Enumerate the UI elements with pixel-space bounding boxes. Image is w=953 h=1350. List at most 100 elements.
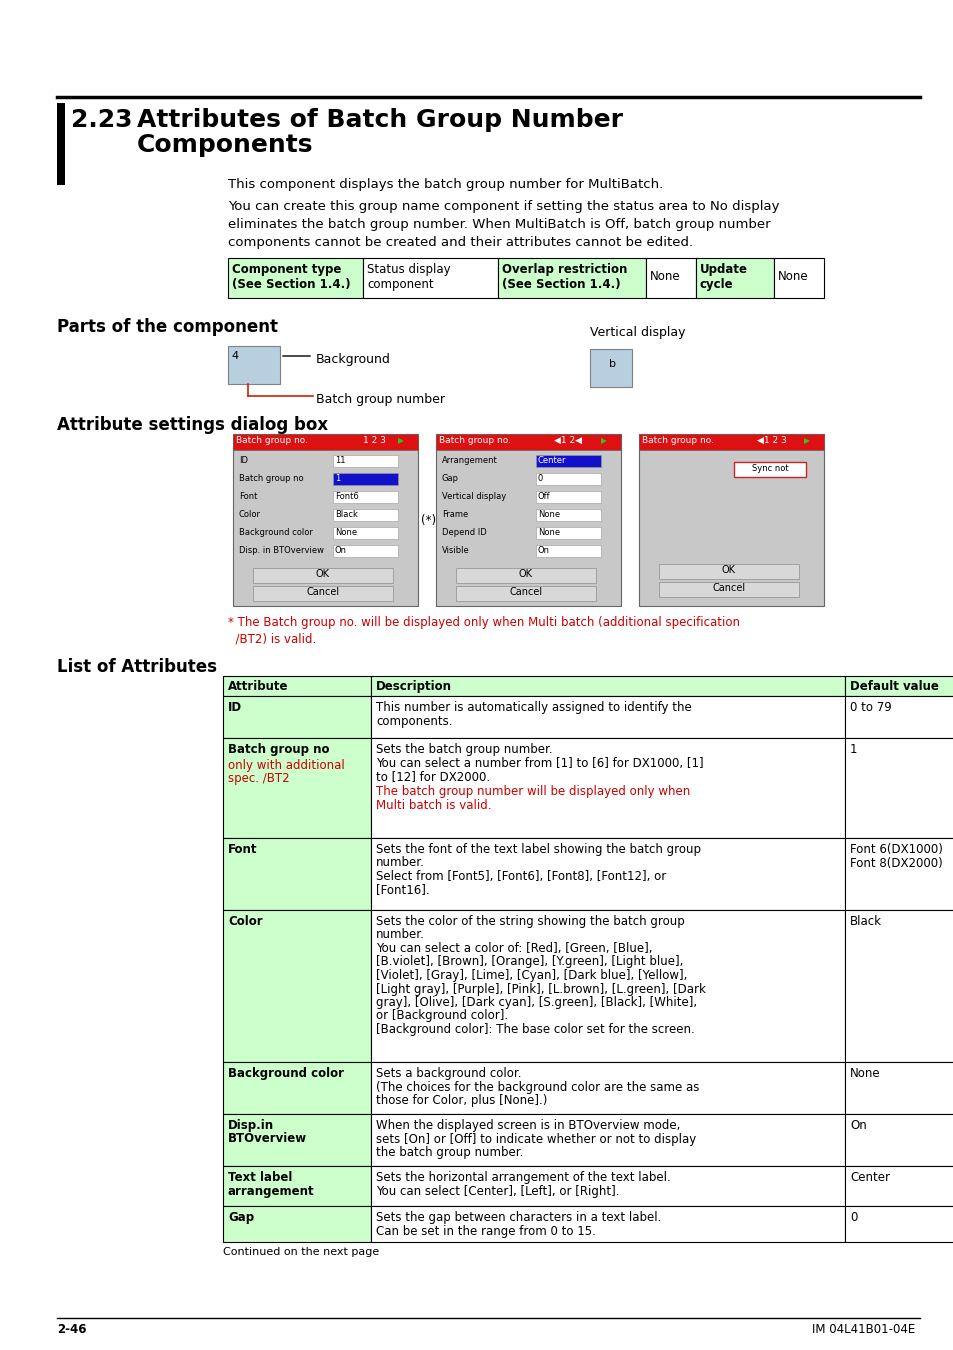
- Text: On: On: [537, 545, 550, 555]
- Text: Components: Components: [137, 134, 314, 157]
- Text: 0 to 79: 0 to 79: [849, 701, 891, 714]
- Text: components cannot be created and their attributes cannot be edited.: components cannot be created and their a…: [228, 236, 693, 248]
- Text: 11: 11: [335, 456, 345, 464]
- Bar: [233, 433, 417, 606]
- Text: None: None: [649, 270, 679, 284]
- Bar: [223, 676, 371, 697]
- Text: eliminates the batch group number. When MultiBatch is Off, batch group number: eliminates the batch group number. When …: [228, 217, 770, 231]
- Text: [Background color]: The base color set for the screen.: [Background color]: The base color set f…: [375, 1023, 694, 1035]
- Text: [Violet], [Gray], [Lime], [Cyan], [Dark blue], [Yellow],: [Violet], [Gray], [Lime], [Cyan], [Dark …: [375, 969, 687, 981]
- Text: ◀1 2 3: ◀1 2 3: [757, 436, 786, 446]
- Bar: [536, 455, 600, 467]
- Text: OK: OK: [315, 568, 330, 579]
- Text: Color: Color: [239, 510, 261, 518]
- Bar: [844, 1166, 953, 1206]
- Bar: [844, 738, 953, 838]
- Text: Attribute: Attribute: [228, 680, 288, 693]
- Text: ▶: ▶: [600, 436, 606, 446]
- Text: Batch group no.: Batch group no.: [641, 436, 713, 446]
- Bar: [371, 1114, 844, 1166]
- Text: Font 8(DX2000): Font 8(DX2000): [849, 856, 942, 869]
- Text: Depend ID: Depend ID: [441, 528, 486, 537]
- Text: Frame: Frame: [441, 510, 468, 518]
- Text: Parts of the component: Parts of the component: [57, 319, 277, 336]
- Text: Status display: Status display: [367, 263, 450, 275]
- Text: only with additional: only with additional: [228, 759, 344, 771]
- Text: (The choices for the background color are the same as: (The choices for the background color ar…: [375, 1080, 699, 1094]
- Bar: [228, 346, 280, 383]
- Text: ▶: ▶: [803, 436, 809, 446]
- Bar: [456, 568, 596, 583]
- Bar: [844, 1114, 953, 1166]
- Text: Sets a background color.: Sets a background color.: [375, 1066, 521, 1080]
- Bar: [589, 350, 631, 387]
- Bar: [333, 509, 397, 521]
- Text: None: None: [537, 510, 559, 518]
- Bar: [696, 258, 773, 298]
- Bar: [844, 1062, 953, 1114]
- Text: Center: Center: [537, 456, 566, 464]
- Text: Background color: Background color: [239, 528, 313, 537]
- Bar: [371, 738, 844, 838]
- Text: BTOverview: BTOverview: [228, 1133, 307, 1146]
- Text: OK: OK: [721, 566, 735, 575]
- Text: (See Section 1.4.): (See Section 1.4.): [232, 278, 351, 292]
- Bar: [223, 910, 371, 1062]
- Text: Batch group number: Batch group number: [315, 393, 444, 406]
- Bar: [844, 910, 953, 1062]
- Text: [Font16].: [Font16].: [375, 883, 429, 896]
- Text: Sync not: Sync not: [751, 464, 787, 472]
- Text: Batch group no.: Batch group no.: [438, 436, 511, 446]
- Text: Component type: Component type: [232, 263, 341, 275]
- Text: The batch group number will be displayed only when: The batch group number will be displayed…: [375, 786, 690, 798]
- Text: Font 6(DX1000): Font 6(DX1000): [849, 842, 942, 856]
- Text: Can be set in the range from 0 to 15.: Can be set in the range from 0 to 15.: [375, 1224, 596, 1238]
- Bar: [333, 491, 397, 504]
- Bar: [844, 838, 953, 910]
- Text: Sets the font of the text label showing the batch group: Sets the font of the text label showing …: [375, 842, 700, 856]
- Bar: [253, 586, 393, 601]
- Text: None: None: [537, 528, 559, 537]
- Bar: [223, 838, 371, 910]
- Text: 2.23: 2.23: [71, 108, 132, 132]
- Text: gray], [Olive], [Dark cyan], [S.green], [Black], [White],: gray], [Olive], [Dark cyan], [S.green], …: [375, 996, 697, 1008]
- Text: Off: Off: [537, 491, 550, 501]
- Text: sets [On] or [Off] to indicate whether or not to display: sets [On] or [Off] to indicate whether o…: [375, 1133, 696, 1146]
- Text: Sets the gap between characters in a text label.: Sets the gap between characters in a tex…: [375, 1211, 660, 1224]
- Text: Default value: Default value: [849, 680, 938, 693]
- Text: Sets the color of the string showing the batch group: Sets the color of the string showing the…: [375, 915, 684, 927]
- Bar: [536, 472, 600, 485]
- Text: 1 2 3: 1 2 3: [363, 436, 385, 446]
- Text: You can select [Center], [Left], or [Right].: You can select [Center], [Left], or [Rig…: [375, 1184, 618, 1197]
- Text: number.: number.: [375, 929, 424, 941]
- Bar: [536, 509, 600, 521]
- Text: 1: 1: [335, 474, 340, 483]
- Text: Black: Black: [335, 510, 357, 518]
- Bar: [436, 433, 620, 606]
- Bar: [333, 545, 397, 558]
- Text: Sets the batch group number.: Sets the batch group number.: [375, 743, 552, 756]
- Bar: [844, 1206, 953, 1242]
- Text: ▶: ▶: [397, 436, 403, 446]
- Bar: [333, 455, 397, 467]
- Text: On: On: [335, 545, 347, 555]
- Bar: [233, 433, 417, 450]
- Text: Vertical display: Vertical display: [441, 491, 506, 501]
- Bar: [844, 676, 953, 697]
- Text: component: component: [367, 278, 434, 292]
- Text: Disp.in: Disp.in: [228, 1119, 274, 1133]
- Bar: [333, 526, 397, 539]
- Bar: [639, 433, 823, 450]
- Bar: [371, 838, 844, 910]
- Text: 4: 4: [231, 351, 238, 360]
- Bar: [645, 258, 696, 298]
- Text: Center: Center: [849, 1170, 889, 1184]
- Bar: [536, 545, 600, 558]
- Bar: [363, 258, 497, 298]
- Text: components.: components.: [375, 714, 452, 728]
- Text: * The Batch group no. will be displayed only when Multi batch (additional specif: * The Batch group no. will be displayed …: [228, 616, 740, 629]
- Bar: [223, 738, 371, 838]
- Bar: [57, 103, 65, 185]
- Bar: [371, 676, 844, 697]
- Text: Disp. in BTOverview: Disp. in BTOverview: [239, 545, 324, 555]
